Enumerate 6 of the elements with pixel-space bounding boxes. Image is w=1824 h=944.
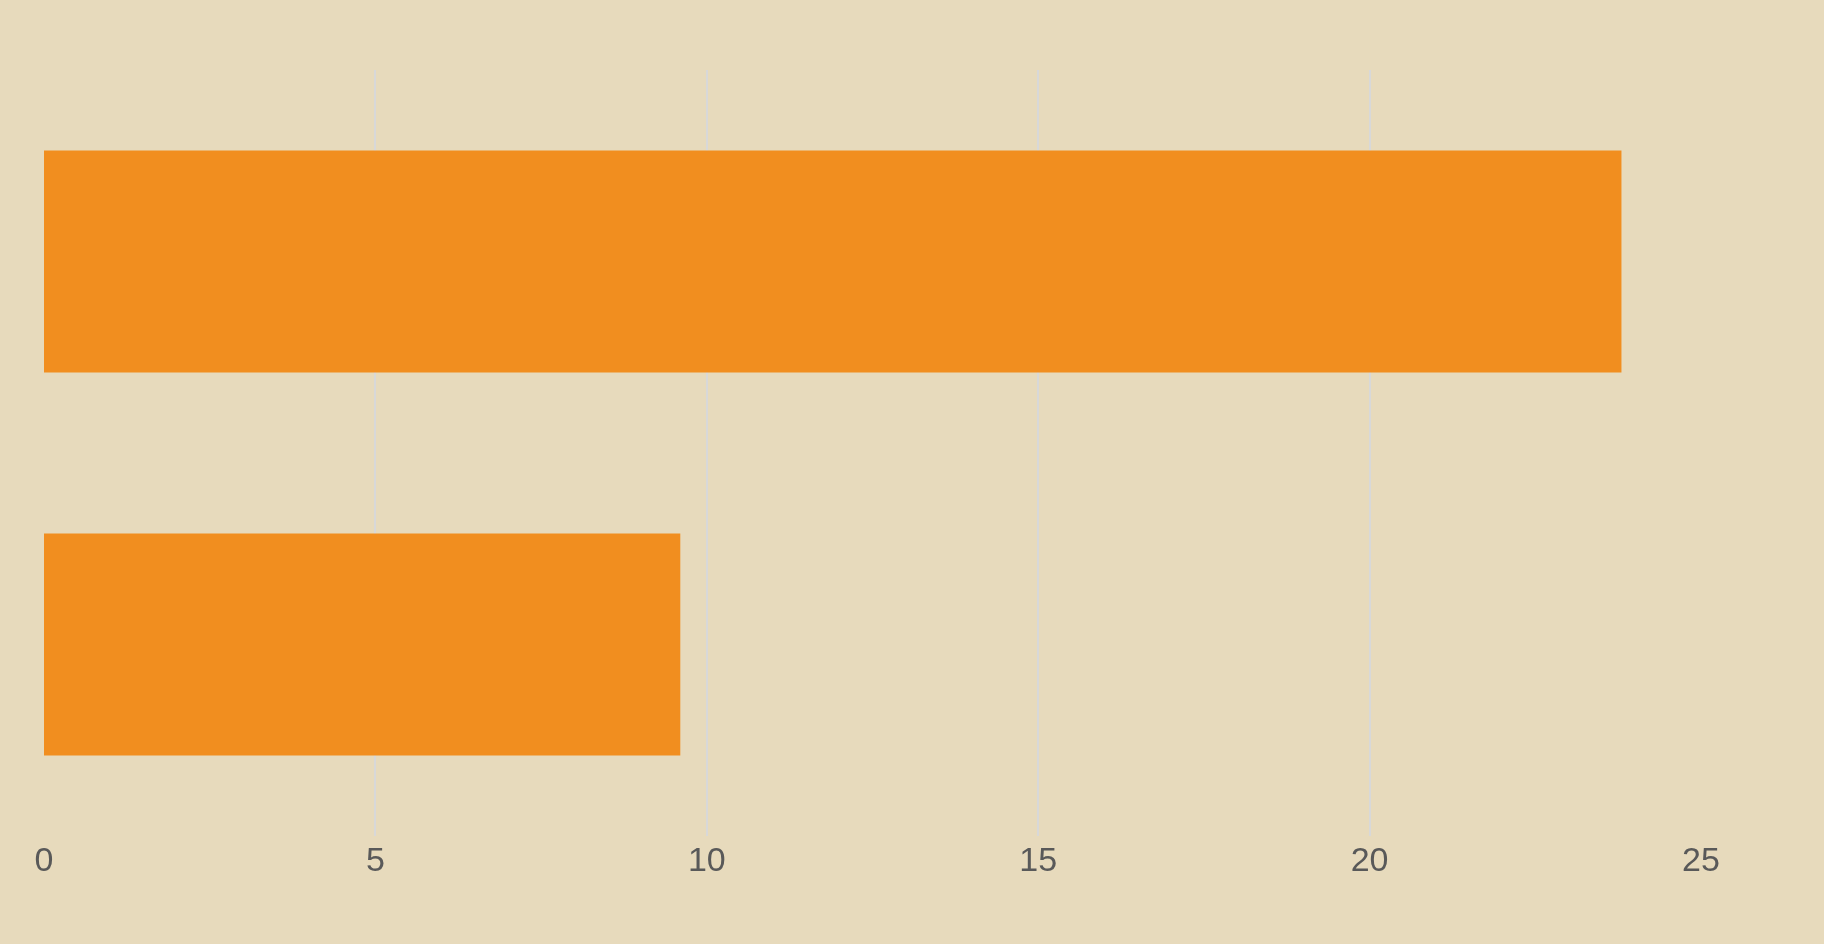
- x-tick-label: 10: [687, 840, 726, 878]
- x-tick-label: 20: [1350, 840, 1389, 878]
- x-tick-label: 0: [34, 840, 54, 878]
- x-tick-label: 25: [1682, 840, 1720, 878]
- x-tick-label: 15: [1019, 840, 1058, 878]
- x-tick-label: 5: [365, 840, 385, 878]
